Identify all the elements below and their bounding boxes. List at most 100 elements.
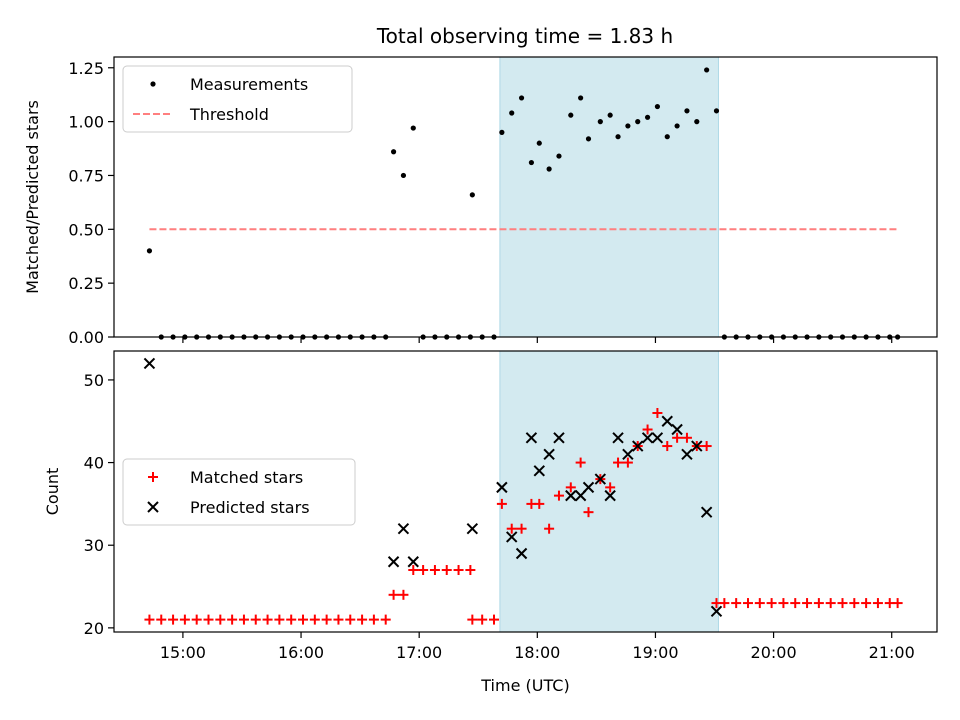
marker-stroke — [622, 448, 634, 461]
matched-star-point — [477, 614, 488, 625]
matched-star-point — [441, 565, 452, 576]
predicted-star-point — [387, 556, 400, 568]
plot-frame — [113, 350, 938, 633]
x-tick-label: 15:00 — [160, 643, 206, 662]
predicted-star-point — [594, 473, 607, 485]
x-tick-label: 17:00 — [396, 643, 442, 662]
predicted-star-point — [407, 556, 419, 568]
matched-star-point — [742, 598, 753, 609]
y-axis-label: Matched/Predicted stars — [23, 100, 42, 294]
measurement-point — [625, 123, 631, 129]
predicted-star-point — [604, 489, 616, 502]
measurement-point — [518, 95, 525, 101]
marker-stroke — [525, 432, 538, 444]
measurement-point — [684, 108, 690, 114]
measurement-point — [674, 123, 680, 129]
matched-star-point — [380, 614, 391, 625]
x-tick-label: 20:00 — [751, 643, 797, 662]
matched-star-point — [892, 598, 903, 609]
measurement-point — [654, 103, 661, 110]
predicted-star-point — [671, 423, 683, 436]
measurement-point — [664, 134, 670, 140]
highlight-span — [499, 56, 719, 338]
top-panel: 0.00 0.25 0.50 0.75 1.00 1.25 Matched/Predicte… — [23, 56, 938, 347]
matched-star-point — [262, 614, 273, 625]
matched-star-point — [408, 565, 419, 576]
matched-star-point — [583, 507, 594, 518]
measurement-point — [644, 114, 651, 120]
measurement-point — [536, 140, 542, 146]
marker-stroke — [515, 547, 528, 560]
matched-star-point — [652, 407, 663, 418]
marker-stroke — [397, 522, 410, 535]
matched-star-point — [418, 565, 429, 576]
measurement-point — [469, 192, 475, 198]
matched-star-point — [849, 598, 860, 609]
matched-star-point — [453, 565, 464, 576]
legend-box — [122, 458, 356, 526]
predicted-star-point — [553, 432, 565, 444]
matched-star-point — [286, 614, 297, 625]
marker-stroke — [691, 440, 703, 452]
bottom-panel: 20 30 40 50 15:00 16:00 17:00 18:00 19:00 20:00 21… — [43, 350, 938, 695]
measurement-point — [400, 172, 407, 179]
x-tick-label: 18:00 — [514, 643, 560, 662]
predicted-star-point — [632, 440, 644, 452]
plot-frame — [113, 56, 938, 338]
matched-star-point — [203, 614, 214, 625]
legend-measurement-swatch — [150, 81, 156, 87]
matched-star-point — [872, 598, 883, 609]
matched-star-point — [802, 598, 813, 609]
matched-star-point — [825, 598, 836, 609]
matched-star-point — [191, 614, 202, 625]
predicted-star-point — [515, 547, 528, 560]
marker-stroke — [661, 415, 673, 427]
matched-star-point — [701, 441, 712, 452]
matched-star-point — [766, 598, 777, 609]
y-tick-label: 40 — [84, 454, 104, 473]
matched-star-point — [274, 614, 285, 625]
predicted-star-point — [651, 432, 664, 444]
legend-label: Predicted stars — [190, 498, 310, 517]
marker-stroke — [533, 465, 545, 477]
measurement-point — [528, 159, 535, 166]
matched-star-point — [333, 614, 344, 625]
matched-star-point — [837, 598, 848, 609]
matched-star-point — [813, 598, 824, 609]
matched-star-point — [575, 457, 586, 468]
legend-label: Measurements — [190, 75, 308, 94]
y-tick-label: 0.75 — [68, 166, 104, 185]
matched-star-point — [790, 598, 801, 609]
matched-star-point — [156, 614, 167, 625]
matched-star-point — [731, 598, 742, 609]
measurement-point — [694, 119, 700, 125]
matched-star-point — [309, 614, 320, 625]
y-tick-label: 0.25 — [68, 274, 104, 293]
marker-stroke — [604, 489, 616, 502]
marker-stroke — [143, 357, 156, 370]
matched-star-point — [613, 457, 624, 468]
y-tick-label: 0.50 — [68, 220, 104, 239]
legend-label: Matched stars — [190, 468, 303, 487]
marker-stroke — [565, 489, 577, 502]
predicted-star-point — [466, 522, 479, 535]
matched-star-point — [144, 614, 155, 625]
matched-star-point — [179, 614, 190, 625]
matched-star-point — [238, 614, 249, 625]
predicted-star-point — [681, 448, 693, 461]
marker-stroke — [594, 473, 607, 485]
matched-star-point — [681, 432, 692, 443]
predicted-star-point — [661, 415, 673, 427]
matched-star-point — [534, 498, 545, 509]
matched-star-point — [642, 424, 653, 435]
y-tick-label: 1.25 — [68, 59, 104, 78]
predicted-star-point — [506, 531, 518, 543]
predicted-star-point — [533, 465, 545, 477]
marker-stroke — [466, 522, 479, 535]
series-matched-stars — [144, 407, 903, 625]
marker-stroke — [612, 432, 624, 444]
legend-predicted-swatch — [147, 501, 159, 513]
x-tick-label: 21:00 — [869, 643, 915, 662]
matched-star-point — [368, 614, 379, 625]
